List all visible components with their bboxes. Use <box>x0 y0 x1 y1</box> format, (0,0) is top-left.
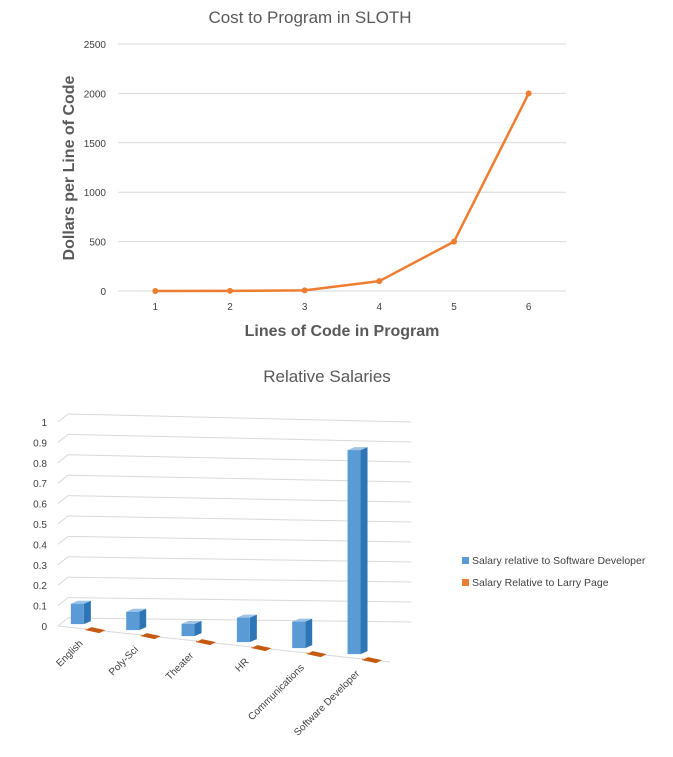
data-point <box>152 288 159 294</box>
bar-top <box>236 614 257 618</box>
x-tick-label: Software Developer <box>292 668 362 738</box>
data-point <box>227 287 233 294</box>
gridline-side <box>57 617 69 627</box>
x-tick-label: 1 <box>153 302 159 313</box>
x-tick-label: English <box>55 638 86 669</box>
bar-orange-face <box>306 652 308 655</box>
y-tick-label: 0.7 <box>33 479 47 490</box>
x-tick-label: Theater <box>164 650 197 683</box>
gridline <box>67 413 412 423</box>
bar <box>347 450 361 655</box>
x-tick-label: 5 <box>451 302 457 313</box>
data-point <box>301 287 308 294</box>
y-tick-label: 1000 <box>84 188 107 199</box>
y-tick-label: 0.9 <box>33 438 47 449</box>
gridline <box>67 433 412 443</box>
legend-label: Salary relative to Software Developer <box>472 555 646 567</box>
legend-label: Salary Relative to Larry Page <box>472 577 609 589</box>
y-tick-label: 0 <box>41 622 47 633</box>
chart-title: Cost to Program in SLOTH <box>208 8 411 27</box>
gridline-side <box>57 413 69 423</box>
bar-side <box>83 600 91 625</box>
data-point <box>525 90 532 97</box>
bar-top <box>126 608 147 612</box>
x-tick-label: 3 <box>302 302 308 313</box>
x-axis-title: Lines of Code in Program <box>245 323 440 340</box>
y-tick-label: 0.2 <box>33 581 47 592</box>
gridline-side <box>57 495 69 504</box>
gridline-side <box>57 576 69 586</box>
floor-edge <box>57 625 391 663</box>
bar-top <box>181 620 202 624</box>
bar-side <box>139 608 147 631</box>
bar <box>70 603 84 625</box>
bar-orange-face <box>85 628 87 631</box>
bar <box>292 621 306 649</box>
y-tick-label: 1 <box>41 418 47 429</box>
gridline-side <box>57 474 69 484</box>
bar-orange <box>362 657 383 664</box>
x-tick-label: 6 <box>526 302 532 313</box>
bar-orange-face <box>362 658 364 661</box>
series-line <box>155 92 530 293</box>
x-tick-label: Communications <box>246 662 306 722</box>
bar-orange <box>251 645 272 652</box>
bar <box>181 623 195 637</box>
y-tick-label: 0.1 <box>33 602 47 613</box>
y-tick-label: 2000 <box>84 89 107 100</box>
x-tick-label: 2 <box>227 302 233 313</box>
y-tick-label: 0 <box>100 287 106 298</box>
y-tick-label: 1500 <box>84 139 107 150</box>
bar-top <box>70 600 91 604</box>
bar-chart-relative-salaries: Relative Salaries 0 0.1 0.2 0.3 0.4 0.5 0.6 0.7… <box>33 367 646 738</box>
y-tick-label: 2500 <box>84 40 107 51</box>
bar-side <box>360 447 368 655</box>
y-tick-label: 0.8 <box>33 459 47 470</box>
bar-top <box>292 618 313 622</box>
gridline-side <box>57 515 69 525</box>
gridline-side <box>57 434 69 443</box>
chart-title: Relative Salaries <box>263 367 391 386</box>
legend-swatch <box>462 557 469 564</box>
bar-side <box>249 614 257 643</box>
bar-top <box>347 447 368 451</box>
bar-side <box>305 618 313 649</box>
y-tick-label: 0.4 <box>33 540 47 551</box>
x-tick-label: Poly-Sci <box>107 644 141 678</box>
y-tick-label: 0.3 <box>33 561 47 572</box>
bar-orange-face <box>140 634 142 637</box>
bar-orange <box>306 651 327 658</box>
y-axis-title: Dollars per Line of Code <box>61 75 78 260</box>
bar-orange <box>196 639 217 646</box>
bar-orange <box>140 633 161 640</box>
x-tick-label: HR <box>233 656 251 674</box>
bar-orange-face <box>196 640 198 643</box>
y-tick-label: 500 <box>89 238 106 249</box>
y-tick-label: 0.5 <box>33 520 47 531</box>
data-point <box>376 278 383 285</box>
gridline-side <box>57 597 69 606</box>
line-chart-cost: Cost to Program in SLOTH 0 500 1000 1500 200… <box>61 8 566 340</box>
legend-swatch <box>462 579 469 586</box>
bar <box>126 611 140 631</box>
gridline-side <box>57 536 69 545</box>
bar-orange <box>85 627 106 634</box>
gridline-side <box>57 556 69 566</box>
data-point <box>451 238 457 245</box>
y-tick-label: 0.6 <box>33 500 47 511</box>
x-tick-label: 4 <box>377 302 383 313</box>
bar <box>236 617 250 643</box>
gridline-side <box>57 454 69 464</box>
bar-side <box>194 620 202 637</box>
bar-orange-face <box>251 646 253 649</box>
